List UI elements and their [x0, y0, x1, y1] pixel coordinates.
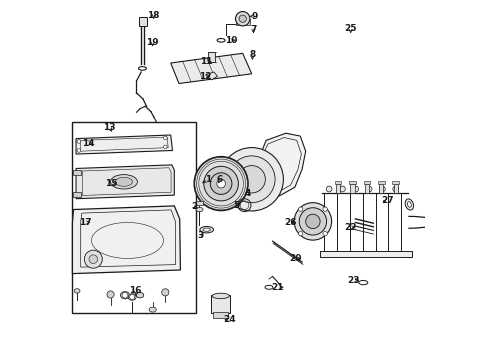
- Text: 14: 14: [81, 139, 94, 148]
- Text: 12: 12: [199, 72, 211, 81]
- Text: 26: 26: [284, 218, 296, 227]
- Circle shape: [352, 186, 358, 192]
- Circle shape: [238, 166, 265, 193]
- Bar: [208, 52, 215, 62]
- Bar: [72, 122, 196, 313]
- Ellipse shape: [196, 207, 203, 212]
- Circle shape: [325, 186, 331, 192]
- Bar: [349, 184, 354, 193]
- Text: 8: 8: [249, 50, 255, 59]
- Bar: [364, 184, 368, 193]
- Text: 20: 20: [289, 254, 301, 263]
- Bar: [320, 251, 411, 257]
- Bar: [213, 312, 228, 318]
- Polygon shape: [76, 165, 174, 199]
- Ellipse shape: [405, 199, 413, 210]
- Circle shape: [77, 140, 81, 143]
- Bar: [335, 184, 340, 193]
- Circle shape: [235, 12, 249, 26]
- Ellipse shape: [120, 292, 129, 299]
- Circle shape: [392, 186, 398, 192]
- Circle shape: [379, 186, 385, 192]
- Bar: [377, 181, 384, 184]
- Circle shape: [294, 203, 331, 240]
- Circle shape: [220, 148, 283, 211]
- Text: 7: 7: [250, 25, 256, 34]
- Ellipse shape: [136, 292, 143, 298]
- Circle shape: [163, 145, 167, 149]
- Circle shape: [107, 291, 114, 298]
- Ellipse shape: [212, 293, 229, 299]
- Text: 22: 22: [344, 223, 356, 232]
- Circle shape: [305, 214, 320, 229]
- Polygon shape: [170, 53, 251, 84]
- Text: 15: 15: [105, 179, 117, 188]
- Ellipse shape: [74, 289, 80, 293]
- Ellipse shape: [110, 175, 137, 189]
- Text: 9: 9: [251, 12, 257, 21]
- Circle shape: [298, 231, 302, 236]
- Ellipse shape: [128, 294, 136, 300]
- Ellipse shape: [407, 202, 410, 207]
- Circle shape: [298, 207, 302, 211]
- Circle shape: [163, 136, 167, 140]
- Text: 13: 13: [103, 123, 116, 132]
- Bar: [348, 181, 355, 184]
- Text: 10: 10: [224, 36, 237, 45]
- Bar: [235, 19, 249, 25]
- Polygon shape: [205, 72, 217, 80]
- Bar: [211, 295, 230, 313]
- Text: 27: 27: [381, 197, 393, 205]
- Text: 1: 1: [205, 175, 211, 184]
- Text: 18: 18: [147, 10, 160, 19]
- Circle shape: [203, 166, 238, 201]
- Bar: [363, 181, 369, 184]
- Bar: [378, 184, 383, 193]
- Circle shape: [77, 149, 81, 152]
- Bar: [73, 170, 81, 175]
- Bar: [73, 192, 81, 197]
- Circle shape: [162, 289, 168, 296]
- Circle shape: [84, 250, 102, 268]
- Text: 16: 16: [129, 287, 142, 295]
- Text: 19: 19: [146, 38, 159, 47]
- Text: 6: 6: [217, 175, 223, 184]
- Ellipse shape: [115, 177, 132, 186]
- Ellipse shape: [200, 226, 213, 233]
- Circle shape: [299, 208, 326, 235]
- Polygon shape: [257, 133, 305, 197]
- Circle shape: [129, 294, 134, 300]
- Text: 24: 24: [223, 315, 235, 324]
- Bar: [139, 17, 146, 26]
- Circle shape: [239, 15, 246, 22]
- Circle shape: [194, 157, 247, 211]
- Text: 21: 21: [271, 283, 284, 292]
- Circle shape: [322, 231, 326, 236]
- Text: 3: 3: [197, 231, 203, 240]
- Polygon shape: [72, 206, 180, 274]
- Ellipse shape: [203, 228, 210, 231]
- Bar: [393, 184, 397, 193]
- Circle shape: [89, 255, 98, 264]
- Polygon shape: [76, 135, 172, 154]
- Circle shape: [210, 173, 231, 194]
- Ellipse shape: [149, 307, 156, 312]
- Bar: [334, 181, 341, 184]
- Text: 5: 5: [233, 201, 239, 210]
- Bar: [392, 181, 398, 184]
- Circle shape: [366, 186, 371, 192]
- Circle shape: [122, 292, 127, 298]
- Circle shape: [322, 207, 326, 211]
- Circle shape: [228, 156, 275, 203]
- Circle shape: [339, 186, 345, 192]
- Bar: [196, 201, 203, 205]
- Text: 4: 4: [244, 189, 250, 198]
- Text: 17: 17: [79, 218, 92, 227]
- Text: 11: 11: [200, 57, 212, 66]
- Text: 25: 25: [344, 23, 356, 32]
- Text: 23: 23: [346, 276, 359, 284]
- Circle shape: [216, 179, 225, 188]
- Text: 2: 2: [191, 202, 198, 211]
